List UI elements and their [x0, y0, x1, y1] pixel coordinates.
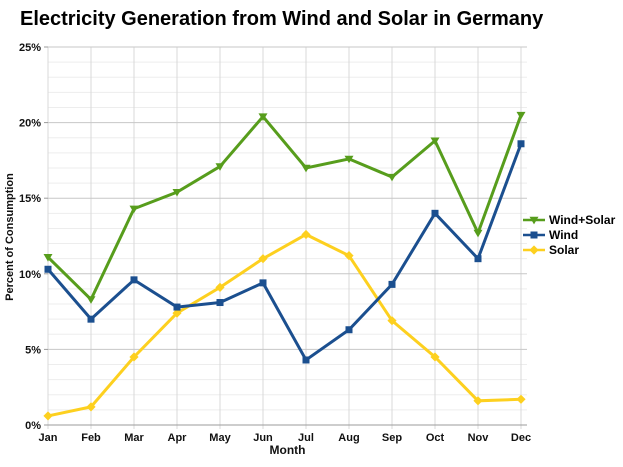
- legend-marker-icon: [523, 216, 545, 224]
- series-solar: [43, 229, 526, 421]
- y-tick-label: 25%: [19, 42, 41, 54]
- x-tick-label: Oct: [426, 432, 445, 444]
- x-tick-label: Nov: [468, 432, 490, 444]
- legend-label: Solar: [549, 242, 580, 257]
- legend-label: Wind+Solar: [549, 212, 616, 227]
- legend-item-solar: Solar: [523, 242, 615, 257]
- legend: Wind+Solar Wind Solar: [523, 212, 615, 257]
- x-tick-label: Jul: [298, 432, 314, 444]
- x-tick-label: Mar: [124, 432, 144, 444]
- legend-label: Wind: [549, 227, 579, 242]
- x-tick-label: Dec: [511, 432, 531, 444]
- x-tick-label: May: [209, 432, 231, 444]
- x-tick-label: Sep: [382, 432, 402, 444]
- vertical-gridlines: [47, 47, 522, 429]
- legend-item-wind-solar: Wind+Solar: [523, 212, 615, 227]
- y-tick-labels: 0% 5% 10% 15% 20% 25%: [19, 42, 41, 432]
- x-tick-label: Apr: [168, 432, 188, 444]
- legend-marker-icon: [523, 244, 545, 255]
- x-tick-label: Jan: [39, 432, 58, 444]
- y-tick-label: 10%: [19, 269, 41, 281]
- x-tick-label: Aug: [338, 432, 359, 444]
- series-wind-solar: [43, 111, 526, 304]
- y-tick-label: 20%: [19, 118, 41, 130]
- x-axis-title: Month: [269, 443, 306, 457]
- legend-item-wind: Wind: [523, 227, 615, 242]
- chart-title: Electricity Generation from Wind and Sol…: [20, 8, 544, 30]
- legend-marker-icon: [523, 231, 545, 238]
- y-tick-label: 15%: [19, 193, 41, 205]
- y-tick-label: 0%: [25, 420, 41, 432]
- series-wind: [44, 140, 525, 364]
- x-tick-labels: Jan Feb Mar Apr May Jun Jul Aug Sep Oct Nov Dec: [39, 432, 532, 444]
- x-tick-label: Jun: [253, 432, 273, 444]
- x-tick-label: Feb: [81, 432, 101, 444]
- y-tick-label: 5%: [25, 344, 41, 356]
- major-gridlines: [48, 46, 527, 426]
- axes: [44, 46, 527, 426]
